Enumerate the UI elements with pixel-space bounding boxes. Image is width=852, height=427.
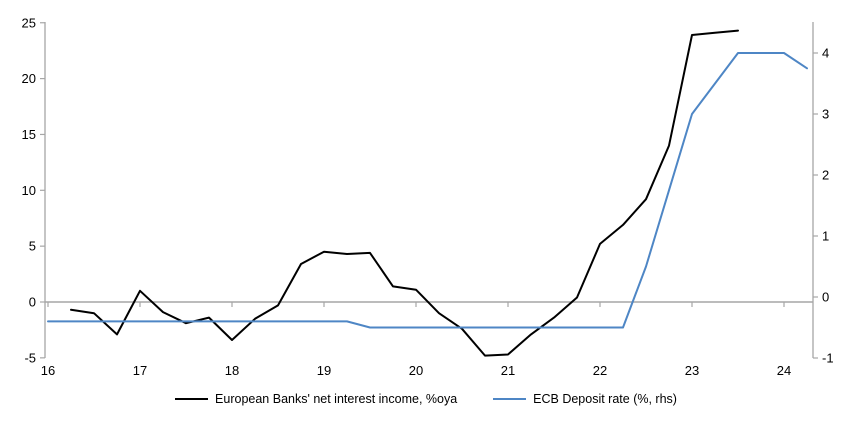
x-axis-tick-label: 22 [593, 363, 607, 378]
x-axis-tick-label: 21 [501, 363, 515, 378]
left-axis-tick-label: -5 [24, 350, 36, 365]
legend-item-ecb-deposit-rate: ECB Deposit rate (%, rhs) [493, 392, 677, 406]
left-axis-tick-label: 20 [22, 71, 36, 86]
series-line-0 [70, 29, 739, 357]
left-axis-tick-label: 10 [22, 183, 36, 198]
x-axis-tick-label: 17 [133, 363, 147, 378]
left-axis-tick-label: 0 [29, 295, 36, 310]
left-axis-tick-label: 15 [22, 127, 36, 142]
x-axis-tick-label: 19 [317, 363, 331, 378]
x-axis-tick-label: 23 [685, 363, 699, 378]
right-axis-tick-label: 2 [822, 168, 829, 183]
x-axis-tick-label: 18 [225, 363, 239, 378]
right-axis-tick-label: 3 [822, 107, 829, 122]
blue-line-swatch [493, 398, 527, 400]
legend-label-ecb-deposit-rate: ECB Deposit rate (%, rhs) [533, 392, 677, 406]
left-axis-tick-label: 5 [29, 239, 36, 254]
series-line-1 [47, 52, 808, 329]
legend-label-net-interest-income: European Banks' net interest income, %oy… [215, 392, 458, 406]
right-axis-tick-label: 0 [822, 290, 829, 305]
black-line-swatch [175, 398, 209, 400]
x-axis-tick-label: 16 [41, 363, 55, 378]
right-axis-tick-label: -1 [822, 351, 834, 366]
x-axis-tick-label: 24 [777, 363, 791, 378]
right-axis-tick-label: 1 [822, 229, 829, 244]
right-axis-tick-label: 4 [822, 46, 829, 61]
left-axis-tick-label: 25 [22, 15, 36, 30]
x-axis-tick-label: 20 [409, 363, 423, 378]
legend: European Banks' net interest income, %oy… [0, 392, 852, 406]
legend-item-net-interest-income: European Banks' net interest income, %oy… [175, 392, 457, 406]
